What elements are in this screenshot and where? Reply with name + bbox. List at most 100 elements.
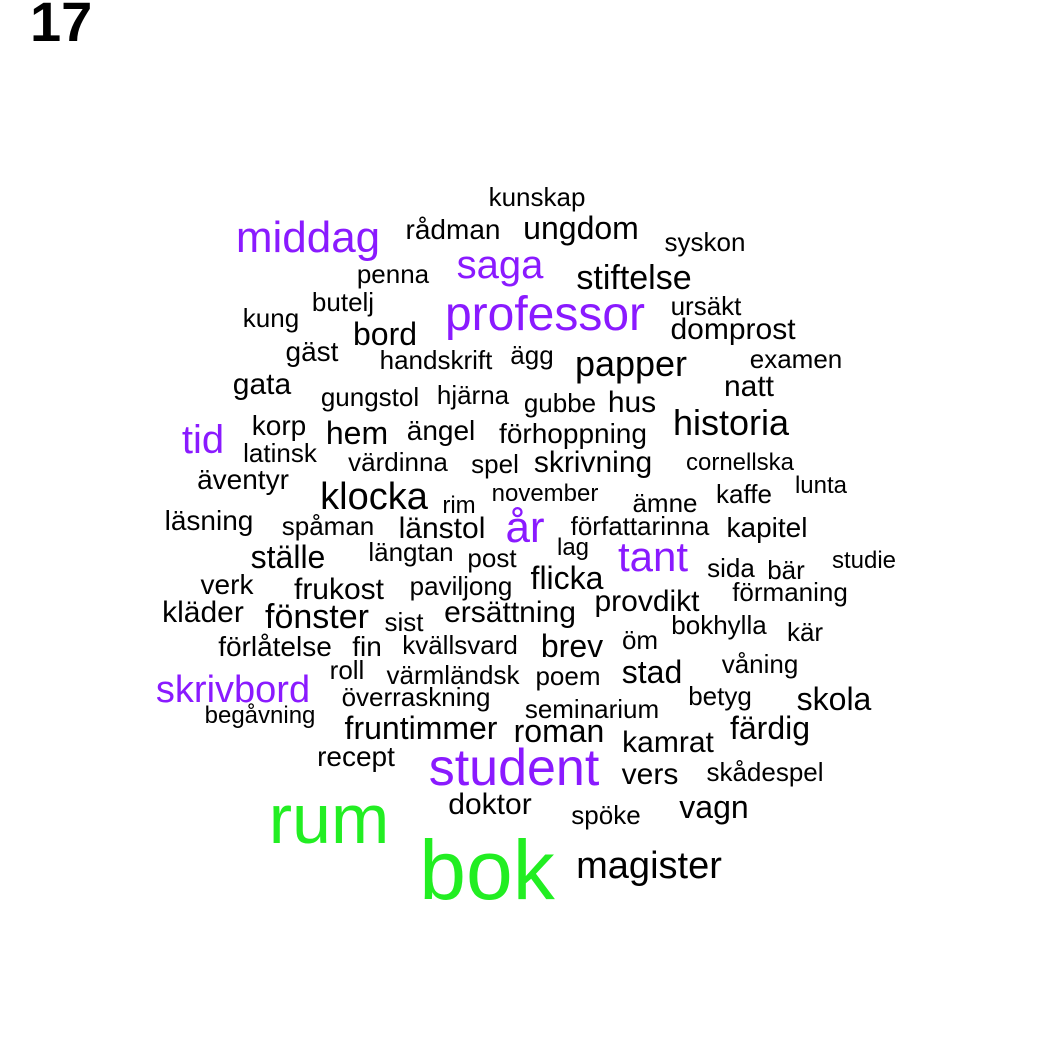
cloud-word: vers [621, 758, 679, 791]
cloud-word: sida [707, 553, 755, 583]
cloud-word: öm [621, 625, 659, 655]
cloud-word: kunskap [488, 182, 586, 212]
cloud-word: korp [251, 410, 307, 441]
cloud-word: förhoppning [499, 418, 647, 449]
cloud-word: begåvning [204, 702, 316, 729]
cloud-word: skola [796, 681, 872, 717]
cloud-word: verk [200, 569, 254, 600]
cloud-word: stad [621, 654, 683, 690]
cloud-word: värmländsk [386, 660, 520, 690]
cloud-word: förmaning [732, 577, 848, 607]
cloud-word: förlåtelse [218, 631, 332, 662]
cloud-word: skrivning [533, 446, 653, 479]
cloud-word: gungstol [320, 382, 420, 412]
cloud-word: läsning [164, 505, 254, 536]
cloud-word: examen [749, 344, 843, 374]
cloud-word: professor [444, 288, 646, 341]
cloud-word: spel [471, 449, 519, 479]
cloud-word: kamrat [622, 726, 714, 759]
cloud-word: historia [672, 402, 790, 443]
cloud-word: saga [456, 243, 544, 287]
cloud-word: betyg [688, 681, 752, 711]
cloud-word: färdig [729, 710, 811, 746]
cloud-word: skrivbord [155, 669, 311, 711]
cloud-word: cornellska [685, 449, 795, 476]
cloud-word: studie [831, 547, 897, 574]
cloud-word: poem [535, 661, 601, 691]
cloud-word: värdinna [348, 447, 448, 477]
cloud-word: rådman [405, 214, 501, 245]
cloud-word: kär [786, 617, 824, 647]
cloud-word: kaffe [716, 479, 772, 509]
cloud-word: butelj [311, 287, 375, 317]
cloud-word: stiftelse [576, 259, 692, 297]
cloud-word: spåman [281, 511, 375, 541]
cloud-word: frukost [293, 573, 385, 606]
cloud-word: magister [576, 845, 722, 887]
cloud-word: syskon [664, 227, 746, 257]
cloud-word: hem [325, 415, 389, 451]
cloud-word: spöke [571, 800, 641, 830]
cloud-word: tid [181, 418, 225, 462]
cloud-word: post [467, 543, 517, 573]
cloud-word: rum [268, 780, 390, 858]
cloud-word: kung [242, 303, 300, 333]
cloud-word: ängel [406, 415, 476, 446]
cloud-word: sist [384, 607, 424, 637]
cloud-word: klocka [320, 476, 428, 518]
cloud-word: gäst [285, 336, 339, 367]
cloud-word: fönster [265, 598, 369, 636]
page-number: 17 [30, 0, 93, 53]
cloud-word: roll [329, 655, 365, 685]
cloud-word: natt [723, 370, 775, 403]
cloud-word: år [505, 503, 545, 552]
cloud-word: tant [617, 533, 689, 580]
cloud-word: roman [513, 713, 605, 749]
cloud-word: gata [232, 368, 292, 401]
cloud-word: bokhylla [671, 610, 767, 640]
cloud-word: rim [442, 492, 476, 519]
cloud-word: lag [556, 534, 590, 561]
cloud-word: kvällsvard [402, 630, 518, 660]
cloud-word: doktor [448, 788, 532, 821]
cloud-word: överraskning [341, 682, 491, 712]
cloud-word: middag [235, 213, 381, 262]
cloud-word: längtan [368, 537, 454, 567]
cloud-word: kapitel [726, 512, 808, 543]
cloud-word: penna [356, 259, 430, 289]
cloud-word: seminarium [524, 694, 660, 724]
cloud-word: paviljong [409, 571, 513, 601]
cloud-word: november [491, 480, 599, 507]
cloud-word: provdikt [594, 585, 700, 618]
cloud-word: domprost [670, 313, 796, 346]
cloud-word: fruntimmer [344, 710, 498, 746]
cloud-word: ursäkt [670, 291, 742, 321]
cloud-word: recept [317, 741, 395, 772]
cloud-word: ungdom [523, 210, 639, 246]
cloud-word: papper [574, 343, 688, 384]
cloud-word: äventyr [197, 464, 289, 495]
cloud-word: bord [352, 316, 418, 352]
cloud-word: skådespel [706, 757, 824, 787]
cloud-word: handskrift [379, 345, 493, 375]
cloud-word: flicka [530, 560, 604, 596]
cloud-word: fin [352, 631, 382, 662]
cloud-word: gubbe [523, 388, 597, 418]
cloud-word: ersättning [444, 596, 576, 629]
cloud-word: länstol [398, 512, 486, 545]
cloud-word: ämne [632, 488, 698, 518]
cloud-word: lunta [794, 472, 848, 499]
cloud-word: vagn [679, 789, 749, 825]
cloud-word: hus [607, 386, 657, 419]
cloud-word: bär [767, 555, 805, 585]
cloud-word: brev [540, 628, 604, 664]
cloud-word: hjärna [436, 380, 510, 410]
cloud-word: kläder [162, 596, 244, 629]
cloud-word: våning [721, 649, 799, 679]
cloud-word: latinsk [243, 438, 317, 468]
cloud-word: bok [419, 823, 555, 917]
cloud-word: ställe [250, 539, 326, 575]
cloud-word: ägg [510, 340, 554, 370]
cloud-word: författarinna [570, 511, 710, 541]
